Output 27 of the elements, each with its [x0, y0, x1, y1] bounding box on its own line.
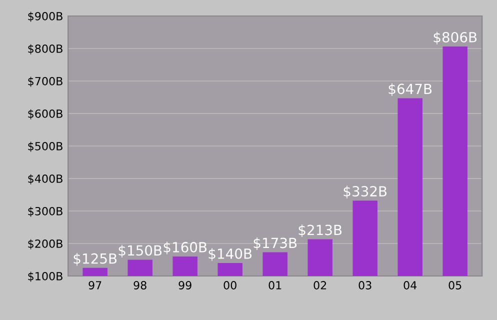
- y-tick-label: $400B: [28, 174, 62, 184]
- x-tick-label: 02: [314, 281, 326, 290]
- x-tick-label: 04: [404, 281, 417, 290]
- y-tick-label: $200B: [28, 239, 62, 250]
- y-tick-label: $800B: [28, 44, 62, 54]
- x-tick-label: 97: [88, 281, 102, 290]
- data-label: $173B: [254, 237, 297, 250]
- data-label: $140B: [208, 248, 252, 261]
- y-tick-label: $900B: [28, 12, 62, 22]
- data-label: $647B: [388, 83, 432, 96]
- y-tick-label: $300B: [28, 206, 62, 217]
- x-tick-label: 98: [134, 281, 146, 290]
- x-tick-label: 99: [178, 281, 192, 290]
- y-tick-label: $500B: [28, 142, 62, 152]
- x-tick-label: 01: [268, 281, 282, 290]
- data-label: $213B: [298, 224, 342, 238]
- y-tick-label: $600B: [28, 109, 62, 120]
- data-label: $160B: [164, 242, 207, 254]
- data-label: $150B: [118, 244, 162, 258]
- x-tick-label: 00: [224, 281, 236, 290]
- y-tick-label: $100B: [28, 272, 62, 282]
- data-label: $806B: [434, 32, 477, 44]
- y-tick-label: $700B: [28, 76, 62, 87]
- data-label: $332B: [344, 186, 387, 198]
- data-label: $125B: [74, 253, 117, 266]
- x-tick-label: 03: [358, 281, 372, 290]
- x-tick-label: 05: [448, 281, 462, 290]
